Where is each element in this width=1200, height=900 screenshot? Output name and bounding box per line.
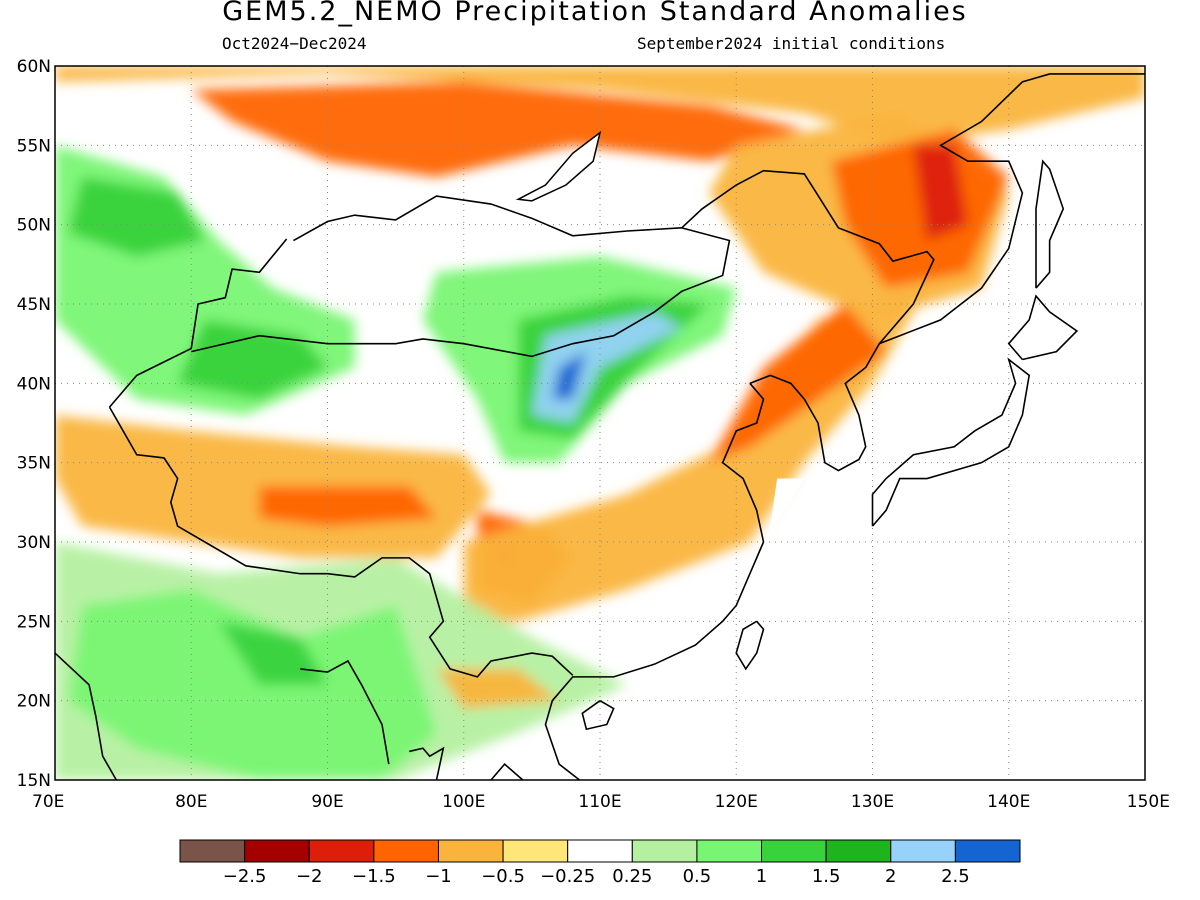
colorbar-swatch [179, 839, 246, 863]
lon-label: 120E [715, 792, 758, 812]
lon-label: 70E [32, 792, 64, 812]
lon-label: 140E [987, 792, 1030, 812]
lat-label: 20N [17, 692, 51, 712]
colorbar-swatch [244, 839, 310, 863]
forecast-period: Oct2024−Dec2024 [222, 34, 367, 53]
plot-frame [54, 65, 1146, 781]
gridlines [55, 66, 1145, 780]
lon-label: 80E [175, 792, 207, 812]
lat-label: 55N [17, 136, 51, 156]
colorbar-label: 0.5 [683, 866, 712, 887]
colorbar-swatch [308, 839, 375, 863]
lon-label: 150E [1127, 792, 1170, 812]
colorbar-swatch [567, 839, 633, 863]
lat-label: 30N [17, 533, 51, 553]
colorbar-label: −0.5 [481, 866, 525, 887]
lat-label: 15N [17, 771, 51, 791]
colorbar-label: 1 [756, 866, 767, 887]
coastlines-borders [55, 73, 1145, 780]
colorbar-label: 1.5 [812, 866, 841, 887]
lat-label: 45N [17, 295, 51, 315]
lat-label: 60N [17, 57, 51, 77]
colorbar-label: −1 [425, 866, 452, 887]
anomaly-fill [55, 66, 1145, 780]
lon-label: 90E [311, 792, 343, 812]
map-title: GEM5.2_NEMO Precipitation Standard Anoma… [222, 0, 968, 27]
colorbar-swatch [502, 839, 569, 863]
colorbar-swatch [890, 839, 956, 863]
colorbar-swatch [437, 839, 504, 863]
lat-label: 40N [17, 374, 51, 394]
colorbar-label: 2 [885, 866, 896, 887]
lon-label: 110E [578, 792, 621, 812]
colorbar-label: −2 [296, 866, 323, 887]
initial-conditions: September2024 initial conditions [637, 34, 946, 53]
colorbar-swatch [954, 839, 1021, 863]
colorbar: −2.5 −2 −1.5 −1 −0.5 −0.25 0.25 0.5 1 1.5 2 2.5 [179, 839, 1021, 887]
colorbar-label: 0.25 [612, 866, 652, 887]
colorbar-label: 2.5 [941, 866, 970, 887]
lat-label: 50N [17, 216, 51, 236]
lat-label: 35N [17, 454, 51, 474]
colorbar-swatch [761, 839, 827, 863]
latitude-labels: 60N 55N 50N 45N 40N 35N 30N 25N 20N 15N [17, 57, 51, 791]
colorbar-label: −2.5 [223, 866, 267, 887]
longitude-labels: 70E 80E 90E 100E 110E 120E 130E 140E 150E [32, 792, 1170, 812]
colorbar-swatch [696, 839, 763, 863]
colorbar-swatch [373, 839, 439, 863]
lat-label: 25N [17, 612, 51, 632]
colorbar-label: −1.5 [352, 866, 396, 887]
colorbar-swatch [631, 839, 698, 863]
colorbar-swatch [825, 839, 892, 863]
lon-label: 100E [442, 792, 485, 812]
lon-label: 130E [851, 792, 894, 812]
colorbar-label: −0.25 [540, 866, 595, 887]
